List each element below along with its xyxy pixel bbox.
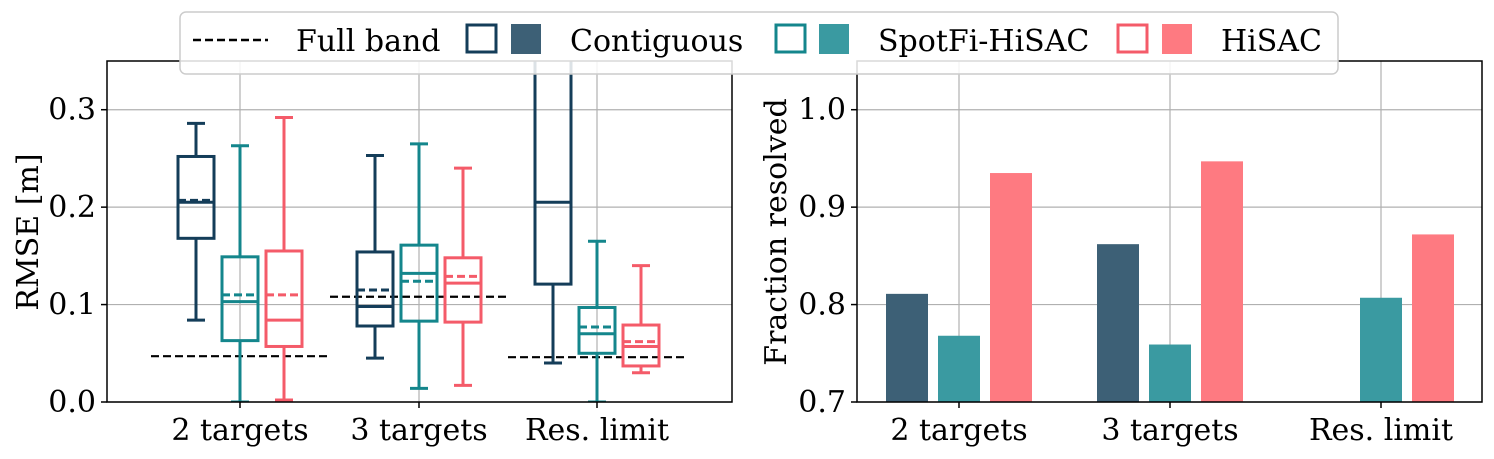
box-2-2 [621,264,661,375]
bar-2-1 [1201,161,1243,402]
left-plot-area [151,61,686,402]
bar-0-1 [1097,244,1139,402]
box-body [264,249,304,348]
left-ylabel: RMSE [m] [11,153,46,310]
legend-contiguous-fill-swatch [511,24,541,54]
rmse-box-chart: 0.0 0.1 0.2 0.3 2 targets 3 targets Res. limit… [11,60,733,448]
legend-spotfi-label: SpotFi-HiSAC [878,24,1089,59]
box-body [399,243,439,323]
right-ylabel: Fraction resolved [759,98,794,365]
fraction-resolved-bar-chart: 0.7 0.8 0.9 1.0 2 targets 3 targets Res. limit… [759,60,1483,448]
box-1-1 [399,142,439,390]
box-body [220,255,260,343]
left-ytick-label: 0.0 [48,385,96,420]
right-ytick-label: 1.0 [798,93,846,128]
bar-1-1 [1149,344,1191,402]
bar-1-0 [938,335,980,402]
legend-hisac-fill-swatch [1162,24,1192,54]
left-xtick-label: 2 targets [171,413,308,448]
right-xtick-label: 3 targets [1101,413,1238,448]
legend-hisac-label: HiSAC [1221,24,1322,59]
left-ytick-label: 0.1 [48,288,96,323]
box-1-2 [577,239,617,402]
right-xtick-label: 2 targets [890,413,1027,448]
bar-2-2 [1412,234,1454,402]
bar-0-0 [886,293,928,402]
box-body [577,305,617,355]
right-ytick-label: 0.7 [798,385,846,420]
box-2-0 [264,116,304,402]
legend-full-band-label: Full band [296,24,440,59]
right-xtick-label: Res. limit [1309,413,1453,448]
box-body [533,61,573,286]
left-xtick-label: Res. limit [525,413,669,448]
legend-frame [179,11,1339,75]
legend-contiguous-label: Contiguous [570,24,743,59]
bar-1-2 [1360,297,1402,402]
box-body [176,154,216,240]
left-ytick-label: 0.3 [48,93,96,128]
box-0-1 [355,154,395,360]
box-2-1 [443,166,483,387]
left-xtick-label: 3 targets [350,413,487,448]
legend-spotfi-outline-swatch [774,23,807,54]
left-ytick-label: 0.2 [48,190,96,225]
box-body [443,256,483,324]
bar-2-0 [990,173,1032,402]
box-0-0 [176,121,216,322]
box-1-0 [220,144,260,402]
right-ytick-label: 0.9 [798,190,846,225]
legend-contiguous-outline-swatch [465,23,498,54]
legend-hisac-outline-swatch [1116,23,1149,54]
legend: Full band Contiguous SpotFi-HiSAC HiSAC [179,11,1339,75]
box-0-2 [533,61,573,365]
right-ytick-label: 0.8 [798,288,846,323]
legend-spotfi-fill-swatch [819,24,849,54]
